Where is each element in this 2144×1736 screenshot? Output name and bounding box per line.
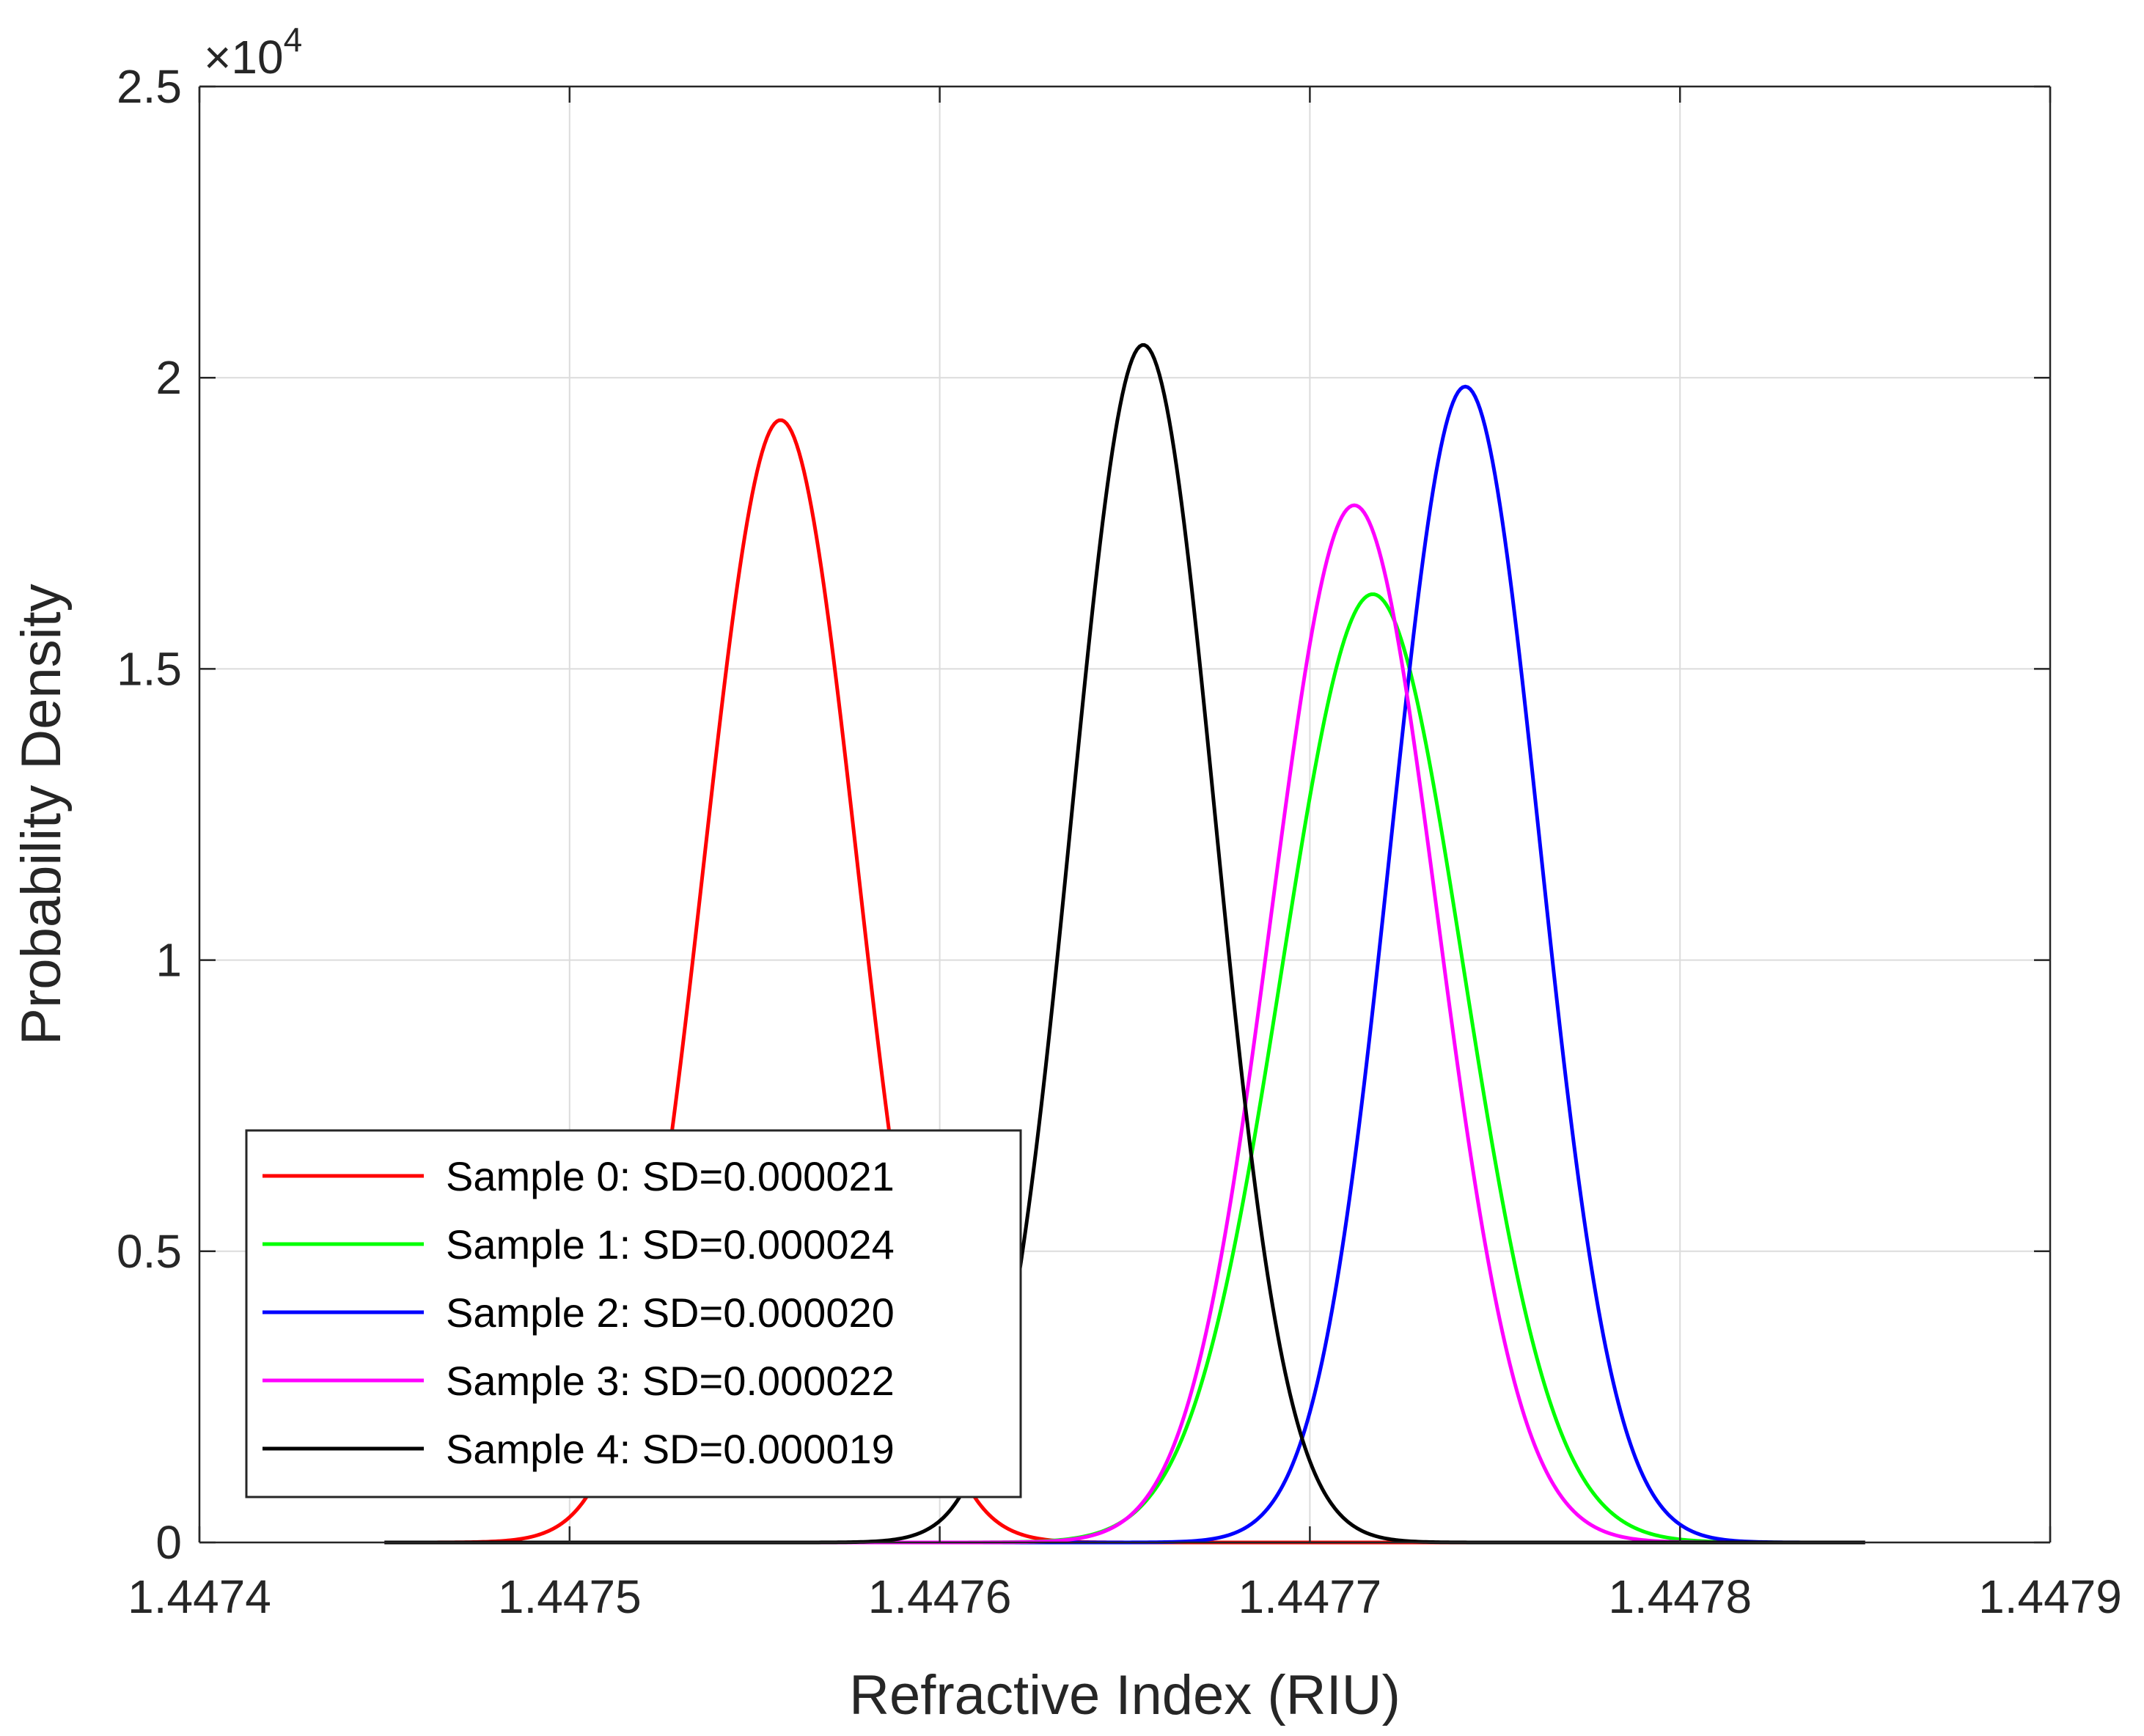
x-tick-label: 1.4477 — [1238, 1570, 1382, 1623]
y-tick-label: 0.5 — [117, 1225, 182, 1278]
y-tick-label: 2 — [155, 351, 182, 404]
y-axis-exponent: ×104 — [204, 21, 302, 84]
x-tick-label: 1.4474 — [128, 1570, 271, 1623]
legend-label-0: Sample 0: SD=0.000021 — [446, 1153, 895, 1199]
legend-label-2: Sample 2: SD=0.000020 — [446, 1290, 895, 1336]
y-tick-label: 1 — [155, 934, 182, 987]
legend-label-3: Sample 3: SD=0.000022 — [446, 1358, 895, 1404]
x-tick-label: 1.4476 — [868, 1570, 1012, 1623]
x-tick-label: 1.4475 — [498, 1570, 642, 1623]
legend-label-4: Sample 4: SD=0.000019 — [446, 1426, 895, 1472]
axes — [198, 85, 2052, 1544]
y-tick-label: 2.5 — [117, 60, 182, 113]
legend: Sample 0: SD=0.000021 Sample 1: SD=0.0000… — [245, 1129, 1022, 1498]
ticks: 1.4474 1.4475 1.4476 1.4477 1.4478 1.4479 0 0.5… — [117, 60, 2122, 1623]
x-tick-label: 1.4478 — [1608, 1570, 1752, 1623]
x-tick-label: 1.4479 — [1978, 1570, 2122, 1623]
legend-label-1: Sample 1: SD=0.000024 — [446, 1221, 895, 1268]
y-tick-label: 0 — [155, 1516, 182, 1569]
x-axis-title: Refractive Index (RIU) — [849, 1664, 1400, 1726]
y-tick-label: 1.5 — [117, 642, 182, 695]
y-axis-title: Probability Density — [10, 584, 73, 1045]
